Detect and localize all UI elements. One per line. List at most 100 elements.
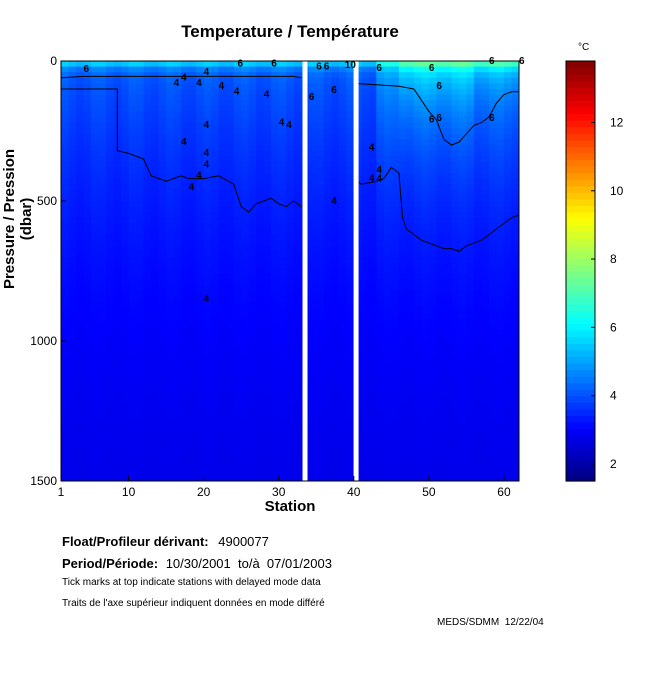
heat-cell [443,100,452,107]
heat-cell [398,189,407,196]
y-tick-label: 1000 [30,334,57,348]
heat-cell [173,352,182,359]
heat-cell [173,206,182,213]
heat-cell [376,206,385,213]
heat-cell [331,150,340,157]
heat-cell [226,195,235,202]
heat-cell [136,89,145,96]
heat-cell [323,369,332,376]
heat-cell [203,94,212,101]
heat-cell [346,397,355,404]
heat-cell [398,374,407,381]
heat-cell [248,464,257,471]
heat-cell [338,94,347,101]
heat-cell [233,139,242,146]
heat-cell [106,240,115,247]
colorbar-cell [566,349,595,357]
heat-cell [233,430,242,437]
heat-cell [466,150,475,157]
heat-cell [511,352,520,359]
heat-cell [488,212,497,219]
heat-cell [383,245,392,252]
colorbar-cell [566,428,595,436]
heat-cell [338,251,347,258]
heat-cell [421,234,430,241]
heat-cell [308,257,317,264]
heat-cell [76,234,85,241]
heat-cell [406,184,415,191]
heat-cell [286,184,295,191]
heat-cell [398,441,407,448]
heat-cell [128,240,137,247]
heat-cell [158,447,167,454]
heat-cell [263,195,272,202]
heat-cell [218,397,227,404]
x-tick-label: 10 [122,485,136,499]
heat-cell [421,290,430,297]
heat-cell [218,189,227,196]
heat-cell [323,285,332,292]
heat-cell [496,369,505,376]
heat-cell [158,139,167,146]
heat-cell [233,363,242,370]
heat-cell [61,447,70,454]
heat-cell [233,268,242,275]
heat-cell [361,223,370,230]
y-tick-label: 1500 [30,474,57,488]
heat-cell [473,324,482,331]
heat-cell [166,475,175,482]
heat-cell [406,206,415,213]
heat-cell [346,329,355,336]
heat-cell [203,391,212,398]
colorbar-cell [566,205,595,213]
heat-cell [308,234,317,241]
heat-cell [76,313,85,320]
heat-cell [98,374,107,381]
heat-cell [473,234,482,241]
heat-cell [398,296,407,303]
heat-cell [91,413,100,420]
heat-cell [428,77,437,84]
heat-cell [391,273,400,280]
heat-cell [361,268,370,275]
heat-cell [166,335,175,342]
heat-cell [481,201,490,208]
heat-cell [158,268,167,275]
heat-cell [331,195,340,202]
heat-cell [473,397,482,404]
heat-cell [271,385,280,392]
heat-cell [188,77,197,84]
heat-cell [263,402,272,409]
heat-cell [181,122,190,129]
heat-cell [293,318,302,325]
heat-cell [331,318,340,325]
heat-cell [211,307,220,314]
heat-cell [496,133,505,140]
heat-cell [376,402,385,409]
heat-cell [458,195,467,202]
heat-cell [466,161,475,168]
heat-cell [346,122,355,129]
heat-cell [158,301,167,308]
heat-cell [158,436,167,443]
heat-cell [248,391,257,398]
heat-cell [271,178,280,185]
heat-cell [451,329,460,336]
heat-cell [443,335,452,342]
heat-cell [188,296,197,303]
heat-cell [91,425,100,432]
heat-cell [76,290,85,297]
heat-cell [398,145,407,152]
heat-cell [166,279,175,286]
heat-cell [218,369,227,376]
heat-cell [203,206,212,213]
heat-cell [91,341,100,348]
heat-cell [278,61,287,68]
heat-cell [293,77,302,84]
heat-cell [331,307,340,314]
heat-cell [496,458,505,465]
heat-cell [398,195,407,202]
heat-cell [158,105,167,112]
heat-cell [466,402,475,409]
heat-cell [436,161,445,168]
